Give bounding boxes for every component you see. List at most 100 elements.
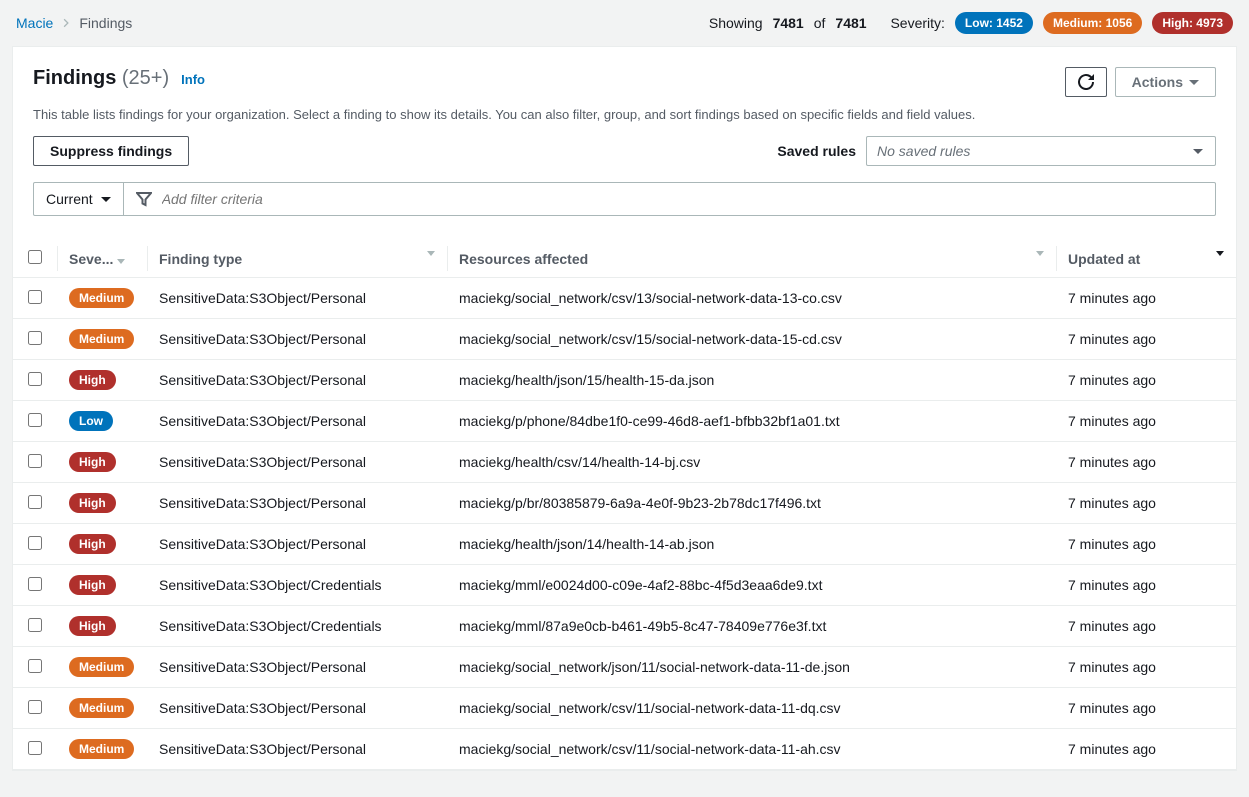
- cell-finding-type: SensitiveData:S3Object/Personal: [147, 647, 447, 688]
- table-row[interactable]: HighSensitiveData:S3Object/Credentialsma…: [13, 565, 1236, 606]
- row-checkbox-cell: [13, 360, 57, 401]
- severity-medium-pill[interactable]: Medium: 1056: [1043, 12, 1142, 34]
- cell-finding-type: SensitiveData:S3Object/Credentials: [147, 565, 447, 606]
- row-checkbox-cell: [13, 483, 57, 524]
- actions-button[interactable]: Actions: [1115, 67, 1216, 97]
- sort-caret-icon: [1036, 251, 1044, 256]
- refresh-button[interactable]: [1065, 67, 1107, 97]
- cell-updated: 7 minutes ago: [1056, 278, 1236, 319]
- row-checkbox[interactable]: [28, 618, 42, 632]
- severity-badge: Medium: [69, 698, 134, 718]
- table-row[interactable]: MediumSensitiveData:S3Object/Personalmac…: [13, 319, 1236, 360]
- table-row[interactable]: Medium SensitiveData:S3Object/Personalmac…: [13, 647, 1236, 688]
- cell-finding-type: SensitiveData:S3Object/Personal: [147, 483, 447, 524]
- saved-rules-value: No saved rules: [877, 143, 970, 159]
- breadcrumb: Macie Findings: [16, 15, 132, 31]
- severity-badge: High: [69, 575, 116, 595]
- topbar: Macie Findings Showing 7481 of 7481 Seve…: [0, 0, 1249, 46]
- cell-resource: maciekg/health/csv/14/health-14-bj.csv: [447, 442, 1056, 483]
- cell-updated: 7 minutes ago: [1056, 565, 1236, 606]
- select-all-checkbox[interactable]: [28, 250, 42, 264]
- table-row[interactable]: MediumSensitiveData:S3Object/Personalmac…: [13, 729, 1236, 770]
- cell-severity: High: [57, 524, 147, 565]
- row-checkbox-cell: [13, 524, 57, 565]
- sort-caret-icon: [117, 259, 125, 264]
- row-checkbox-cell: [13, 319, 57, 360]
- severity-badge: High: [69, 616, 116, 636]
- cell-severity: Medium: [57, 319, 147, 360]
- severity-high-pill[interactable]: High: 4973: [1152, 12, 1233, 34]
- table-row[interactable]: MediumSensitiveData:S3Object/Personalmac…: [13, 278, 1236, 319]
- table-row[interactable]: MediumSensitiveData:S3Object/Personalmac…: [13, 688, 1236, 729]
- cell-updated: 7 minutes ago: [1056, 401, 1236, 442]
- findings-panel: Findings (25+) Info Actions This table l…: [12, 46, 1237, 771]
- severity-badge: High: [69, 493, 116, 513]
- row-checkbox[interactable]: [28, 536, 42, 550]
- row-checkbox-cell: [13, 278, 57, 319]
- col-type-label: Finding type: [159, 251, 242, 267]
- filter-icon: [136, 191, 152, 207]
- cell-severity: Medium: [57, 729, 147, 770]
- row-checkbox-cell: [13, 647, 57, 688]
- filter-criteria-input[interactable]: [162, 191, 1203, 207]
- cell-finding-type: SensitiveData:S3Object/Credentials: [147, 606, 447, 647]
- breadcrumb-root[interactable]: Macie: [16, 15, 53, 31]
- filter-scope-label: Current: [46, 191, 93, 207]
- col-resources[interactable]: Resources affected: [447, 240, 1056, 278]
- row-checkbox-cell: [13, 729, 57, 770]
- cell-severity: High: [57, 606, 147, 647]
- row-checkbox[interactable]: [28, 454, 42, 468]
- col-severity[interactable]: Seve...: [57, 240, 147, 278]
- col-checkbox: [13, 240, 57, 278]
- chevron-right-icon: [61, 15, 71, 31]
- title-count: (25+): [122, 67, 169, 89]
- table-row[interactable]: HighSensitiveData:S3Object/Credentialsma…: [13, 606, 1236, 647]
- actions-label: Actions: [1132, 74, 1183, 90]
- cell-finding-type: SensitiveData:S3Object/Personal: [147, 729, 447, 770]
- row-checkbox-cell: [13, 688, 57, 729]
- col-updated[interactable]: Updated at: [1056, 240, 1236, 278]
- col-updated-label: Updated at: [1068, 251, 1140, 267]
- title-text: Findings: [33, 67, 116, 89]
- cell-severity: Low: [57, 401, 147, 442]
- table-row[interactable]: HighSensitiveData:S3Object/Personalmacie…: [13, 483, 1236, 524]
- cell-updated: 7 minutes ago: [1056, 729, 1236, 770]
- row-checkbox[interactable]: [28, 290, 42, 304]
- total-count: 7481: [835, 15, 866, 31]
- cell-finding-type: SensitiveData:S3Object/Personal: [147, 688, 447, 729]
- cell-resource: maciekg/p/phone/84dbe1f0-ce99-46d8-aef1-…: [447, 401, 1056, 442]
- info-link[interactable]: Info: [181, 72, 205, 87]
- row-checkbox[interactable]: [28, 659, 42, 673]
- row-checkbox[interactable]: [28, 331, 42, 345]
- severity-badge: High: [69, 370, 116, 390]
- table-row[interactable]: HighSensitiveData:S3Object/Personalmacie…: [13, 524, 1236, 565]
- filter-scope-select[interactable]: Current: [34, 183, 124, 215]
- severity-low-pill[interactable]: Low: 1452: [955, 12, 1033, 34]
- severity-badge: Medium: [69, 288, 134, 308]
- breadcrumb-current: Findings: [79, 15, 132, 31]
- saved-rules-label: Saved rules: [777, 143, 856, 159]
- table-row[interactable]: HighSensitiveData:S3Object/Personalmacie…: [13, 442, 1236, 483]
- row-checkbox[interactable]: [28, 372, 42, 386]
- panel-header: Findings (25+) Info Actions: [13, 47, 1236, 107]
- table-row[interactable]: LowSensitiveData:S3Object/Personalmaciek…: [13, 401, 1236, 442]
- col-finding-type[interactable]: Finding type: [147, 240, 447, 278]
- cell-resource: maciekg/social_network/json/11/social-ne…: [447, 647, 1056, 688]
- caret-down-icon: [1193, 149, 1203, 154]
- row-checkbox[interactable]: [28, 577, 42, 591]
- cell-finding-type: SensitiveData:S3Object/Personal: [147, 524, 447, 565]
- severity-badge: Low: [69, 411, 113, 431]
- caret-down-icon: [1189, 80, 1199, 85]
- row-checkbox[interactable]: [28, 741, 42, 755]
- table-row[interactable]: HighSensitiveData:S3Object/Personalmacie…: [13, 360, 1236, 401]
- row-checkbox-cell: [13, 606, 57, 647]
- row-checkbox[interactable]: [28, 700, 42, 714]
- severity-label: Severity:: [890, 15, 944, 31]
- row-checkbox[interactable]: [28, 413, 42, 427]
- row-checkbox[interactable]: [28, 495, 42, 509]
- row-checkbox-cell: [13, 565, 57, 606]
- saved-rules-select[interactable]: No saved rules: [866, 136, 1216, 166]
- severity-badge: Medium: [69, 657, 134, 677]
- suppress-findings-button[interactable]: Suppress findings: [33, 136, 189, 166]
- sort-caret-icon: [1216, 251, 1224, 256]
